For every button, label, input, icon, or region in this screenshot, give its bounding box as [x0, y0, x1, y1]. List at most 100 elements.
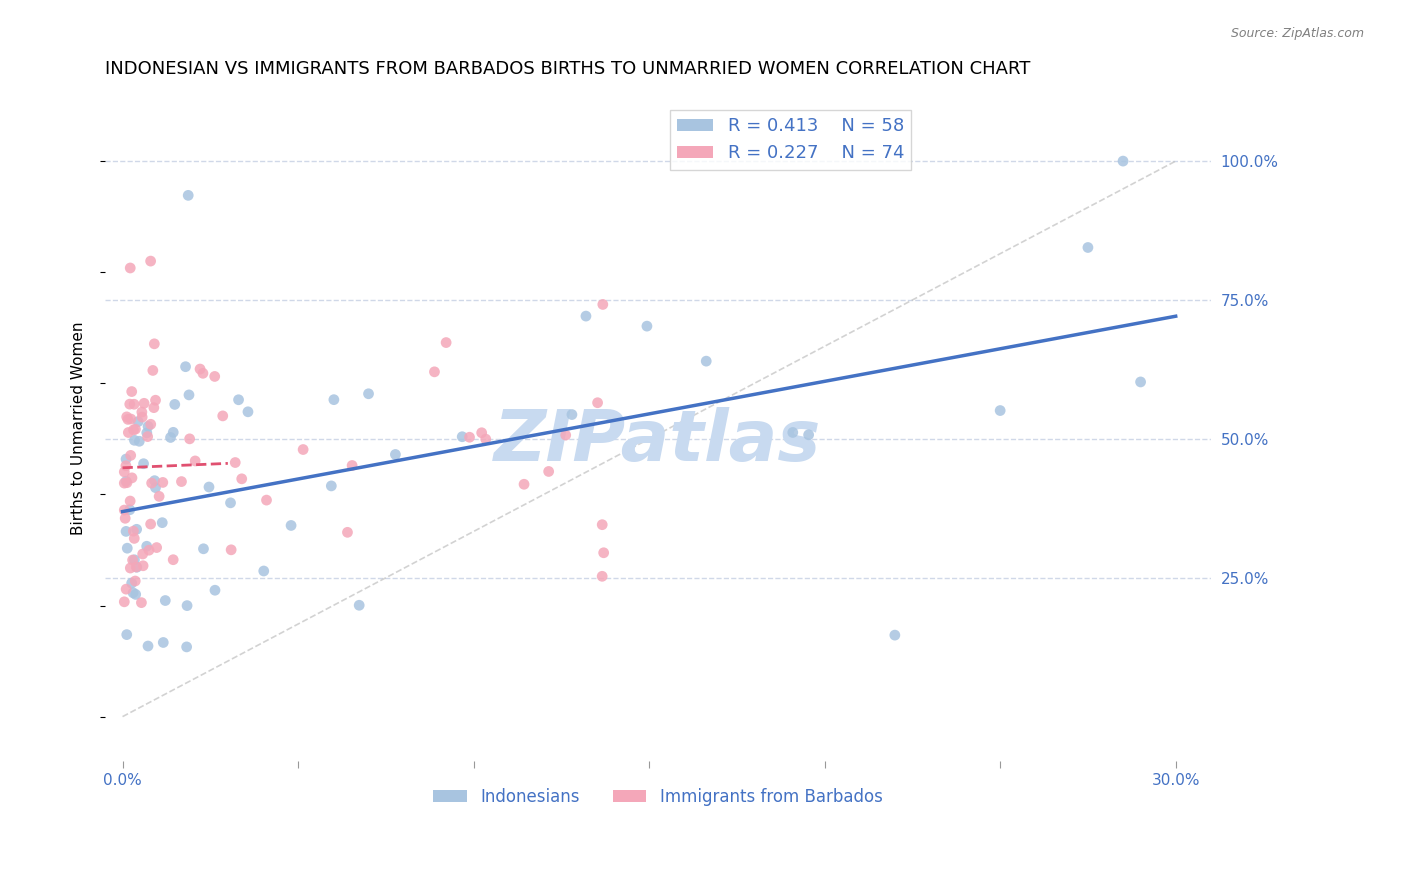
Point [357, 386, 380, 401]
Point [112, 476, 135, 491]
Point [782, 425, 804, 440]
Point [125, 560, 148, 574]
Point [143, 474, 166, 488]
Point [115, 458, 138, 473]
Point [138, 543, 160, 558]
Point [115, 475, 138, 490]
Point [122, 397, 145, 411]
Point [145, 481, 167, 495]
Point [115, 409, 138, 424]
Point [120, 561, 142, 575]
Point [124, 553, 146, 567]
Point [148, 489, 170, 503]
Point [471, 425, 494, 440]
Point [136, 639, 159, 653]
Point [118, 502, 141, 516]
Point [131, 405, 153, 419]
Point [474, 432, 496, 446]
Point [592, 297, 614, 311]
Point [174, 359, 197, 374]
Point [120, 494, 142, 508]
Point [177, 388, 200, 402]
Point [117, 425, 139, 440]
Point [177, 188, 200, 202]
Point [124, 434, 146, 448]
Point [122, 532, 145, 546]
Legend: Indonesians, Immigrants from Barbados: Indonesians, Immigrants from Barbados [426, 781, 889, 813]
Point [554, 428, 576, 442]
Point [124, 587, 146, 601]
Point [152, 475, 174, 490]
Point [797, 427, 820, 442]
Point [141, 476, 163, 491]
Point [125, 522, 148, 536]
Point [231, 472, 253, 486]
Point [204, 369, 226, 384]
Point [204, 583, 226, 598]
Point [458, 430, 481, 444]
Point [121, 471, 143, 485]
Point [143, 336, 166, 351]
Point [162, 425, 184, 440]
Point [336, 525, 359, 540]
Point [120, 412, 142, 426]
Point [124, 422, 146, 436]
Point [132, 396, 155, 410]
Point [575, 309, 598, 323]
Point [340, 458, 363, 473]
Point [636, 319, 658, 334]
Point [112, 503, 135, 517]
Point [219, 542, 242, 557]
Point [112, 595, 135, 609]
Point [127, 415, 149, 429]
Point [132, 558, 155, 573]
Y-axis label: Births to Unmarried Women: Births to Unmarried Women [72, 321, 86, 534]
Point [135, 539, 157, 553]
Point [1077, 240, 1099, 254]
Point [136, 429, 159, 443]
Point [152, 635, 174, 649]
Point [988, 403, 1011, 417]
Point [114, 511, 136, 525]
Point [211, 409, 233, 423]
Point [193, 541, 215, 556]
Point [513, 477, 536, 491]
Point [219, 496, 242, 510]
Point [139, 417, 162, 432]
Text: Source: ZipAtlas.com: Source: ZipAtlas.com [1230, 27, 1364, 40]
Point [236, 405, 259, 419]
Point [120, 449, 142, 463]
Point [423, 365, 446, 379]
Point [128, 434, 150, 449]
Point [122, 423, 145, 437]
Point [155, 593, 177, 607]
Point [121, 553, 143, 567]
Point [384, 448, 406, 462]
Point [145, 393, 167, 408]
Point [347, 599, 370, 613]
Point [256, 493, 278, 508]
Point [198, 480, 221, 494]
Point [1112, 154, 1135, 169]
Point [434, 335, 457, 350]
Point [159, 430, 181, 444]
Point [132, 457, 155, 471]
Text: ZIPatlas: ZIPatlas [494, 407, 821, 475]
Point [117, 541, 139, 556]
Point [115, 475, 138, 489]
Point [125, 560, 148, 574]
Point [322, 392, 344, 407]
Point [121, 576, 143, 591]
Point [117, 412, 139, 426]
Point [695, 354, 717, 368]
Point [139, 254, 162, 268]
Point [121, 384, 143, 399]
Point [115, 627, 138, 641]
Point [150, 516, 173, 530]
Point [592, 546, 614, 560]
Point [179, 432, 201, 446]
Point [224, 456, 246, 470]
Point [591, 517, 613, 532]
Point [170, 475, 193, 489]
Point [561, 408, 583, 422]
